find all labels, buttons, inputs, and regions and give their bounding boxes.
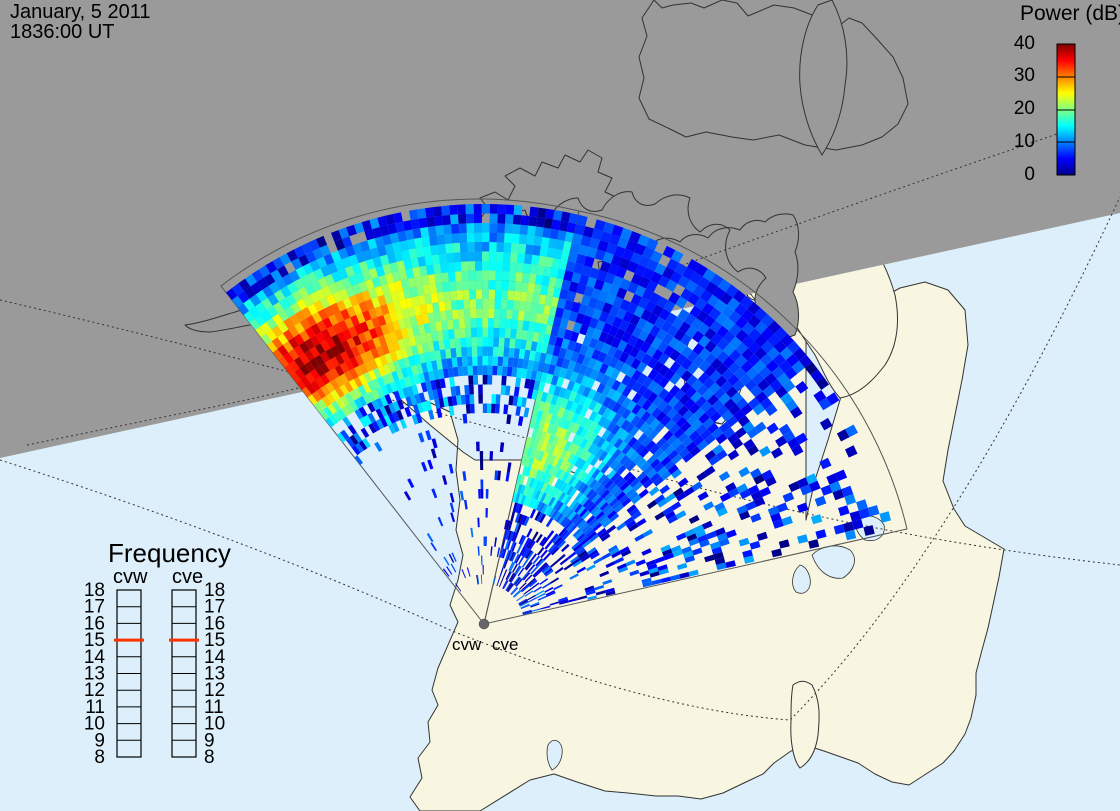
svg-text:Frequency: Frequency: [108, 538, 231, 568]
svg-text:cvw: cvw: [452, 635, 482, 654]
svg-text:cve: cve: [492, 635, 518, 654]
svg-text:8: 8: [204, 747, 215, 768]
svg-text:10: 10: [1014, 131, 1035, 152]
svg-text:cvw: cvw: [113, 566, 148, 588]
svg-text:Power (dB): Power (dB): [1020, 2, 1120, 25]
svg-text:20: 20: [1014, 98, 1035, 119]
svg-text:cve: cve: [172, 566, 203, 588]
svg-text:0: 0: [1024, 164, 1035, 185]
svg-text:40: 40: [1014, 33, 1035, 54]
svg-text:1836:00 UT: 1836:00 UT: [10, 21, 115, 43]
svg-text:January, 5 2011: January, 5 2011: [10, 1, 150, 23]
svg-text:30: 30: [1014, 65, 1035, 86]
svg-text:8: 8: [94, 747, 105, 768]
